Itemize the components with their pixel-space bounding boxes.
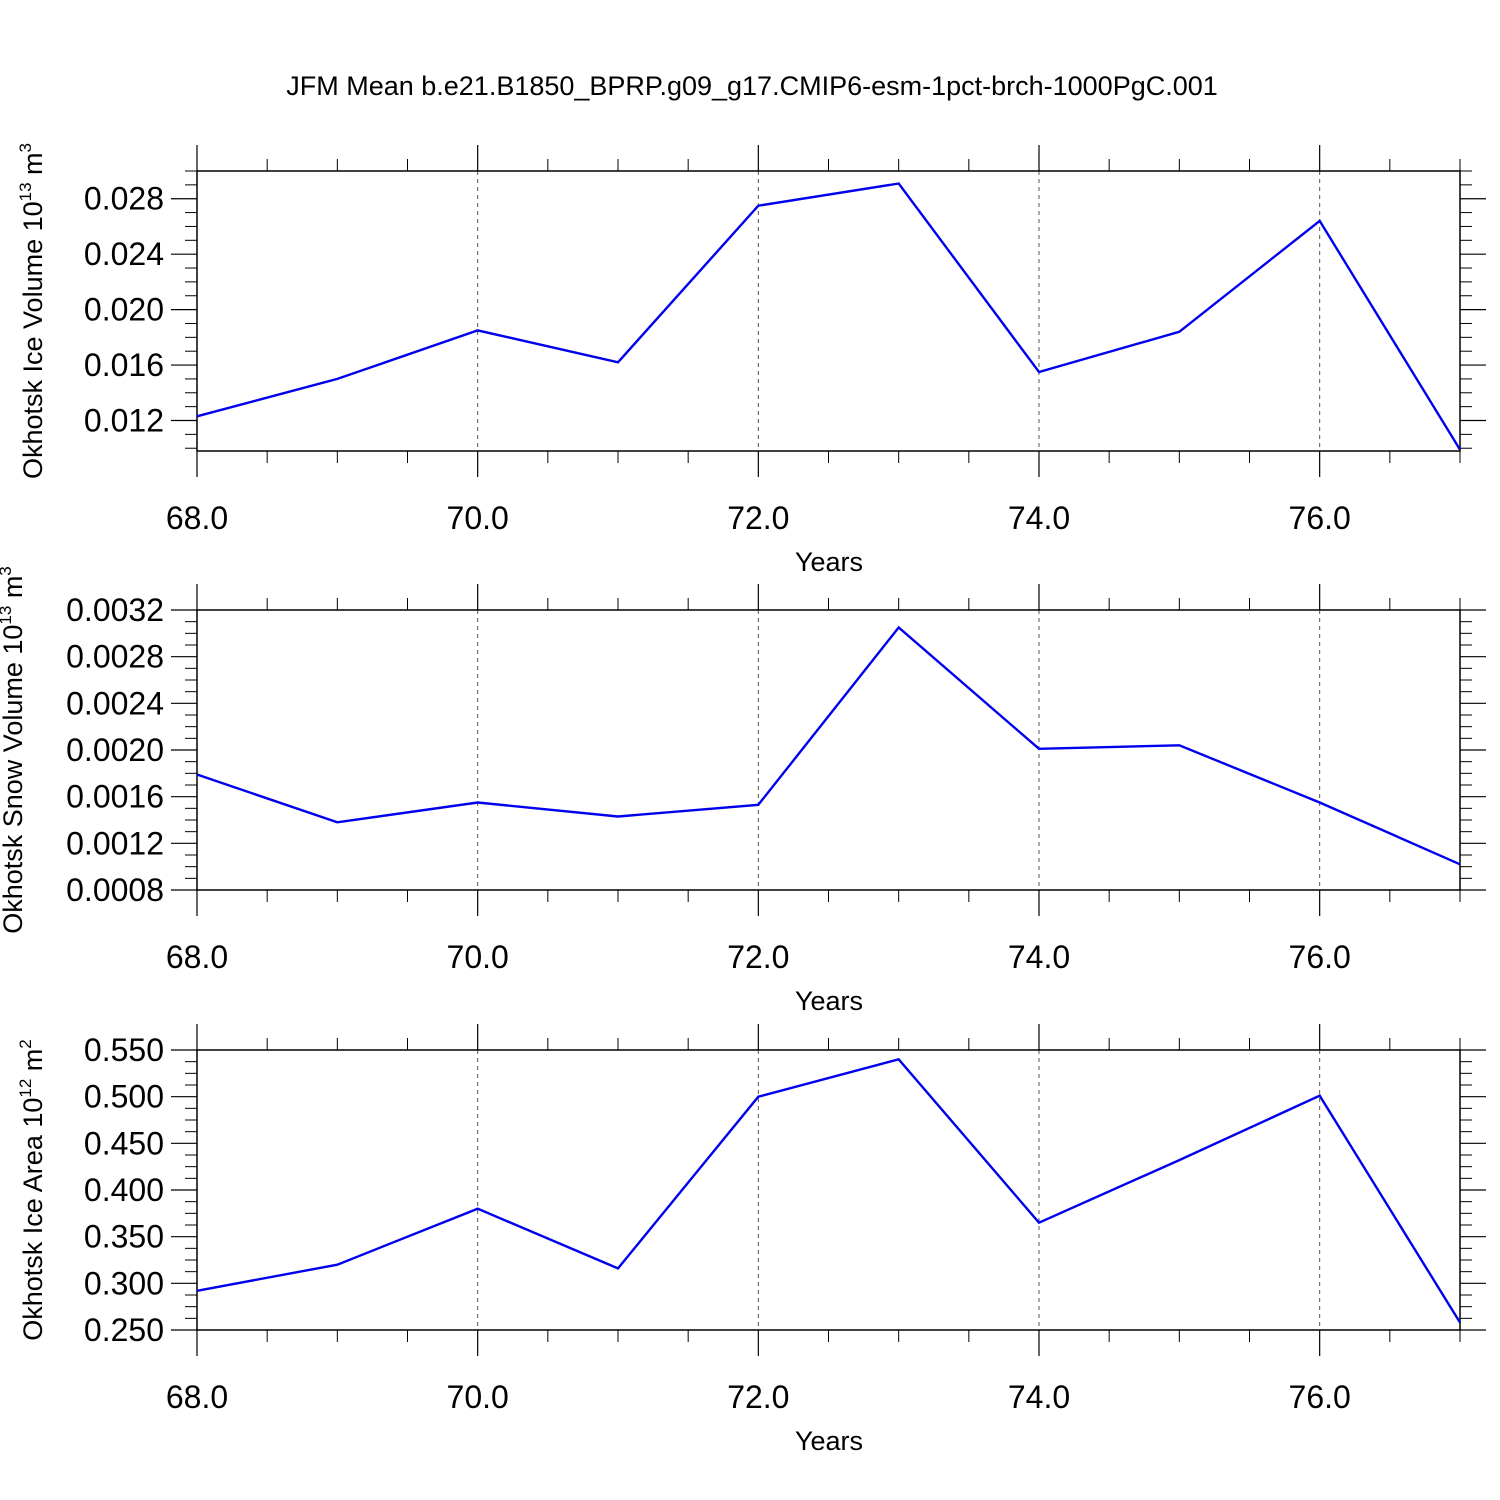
y-tick-label: 0.400	[84, 1172, 164, 1208]
x-tick-label: 70.0	[447, 500, 509, 536]
figure-title: JFM Mean b.e21.B1850_BPRP.g09_g17.CMIP6-…	[286, 71, 1218, 101]
series-line	[196, 1057, 1462, 1324]
y-tick-label: 0.016	[84, 347, 164, 383]
x-tick-label: 68.0	[166, 500, 228, 536]
panels: 68.0 70.0 72.0 74.0 76.0 0.012 0.016 0.020 0.024…	[0, 143, 1486, 1456]
x-tick-label: 68.0	[166, 939, 228, 975]
x-tick-label: 72.0	[727, 939, 789, 975]
x-tick-label: 72.0	[727, 1379, 789, 1415]
x-tick-label: 76.0	[1289, 939, 1351, 975]
panel-1: 68.0 70.0 72.0 74.0 76.0 0.012 0.016 0.020 0.024…	[16, 143, 1486, 577]
y-tick-label: 0.300	[84, 1265, 164, 1301]
y-tick-label: 0.250	[84, 1312, 164, 1348]
series-line	[196, 182, 1462, 451]
panel-3: 68.0 70.0 72.0 74.0 76.0 0.250 0.300 0.350 0.400…	[16, 1024, 1486, 1456]
y-tick-label: 0.0020	[66, 732, 164, 768]
y-axis-label: Okhotsk Ice Area 1012 m2	[16, 1039, 48, 1341]
x-axis-label: Years	[795, 1426, 863, 1456]
y-tick-label: 0.0008	[66, 872, 164, 908]
y-tick-label: 0.500	[84, 1079, 164, 1115]
y-tick-label: 0.0024	[66, 685, 164, 721]
x-tick-label: 76.0	[1289, 1379, 1351, 1415]
x-tick-label: 72.0	[727, 500, 789, 536]
y-tick-label: 0.550	[84, 1032, 164, 1068]
y-tick-label: 0.012	[84, 403, 164, 439]
x-tick-label: 74.0	[1008, 500, 1070, 536]
y-tick-label: 0.024	[84, 236, 164, 272]
y-tick-label: 0.0032	[66, 592, 164, 628]
y-tick-label: 0.020	[84, 292, 164, 328]
y-tick-label: 0.350	[84, 1219, 164, 1255]
x-tick-label: 68.0	[166, 1379, 228, 1415]
y-tick-label: 0.450	[84, 1125, 164, 1161]
x-tick-label: 70.0	[447, 1379, 509, 1415]
x-tick-label: 74.0	[1008, 939, 1070, 975]
x-axis-label: Years	[795, 547, 863, 577]
panel-2: 68.0 70.0 72.0 74.0 76.0 0.0008 0.0012 0.0016 0.…	[0, 566, 1486, 1016]
series-line	[196, 625, 1461, 866]
y-axis-label: Okhotsk Snow Volume 1013 m3	[0, 566, 28, 934]
y-tick-label: 0.028	[84, 181, 164, 217]
y-tick-label: 0.0016	[66, 779, 164, 815]
x-tick-label: 70.0	[447, 939, 509, 975]
y-tick-label: 0.0012	[66, 825, 164, 861]
x-tick-label: 76.0	[1289, 500, 1351, 536]
x-tick-label: 74.0	[1008, 1379, 1070, 1415]
y-axis-label: Okhotsk Ice Volume 1013 m3	[16, 143, 48, 479]
x-axis-label: Years	[795, 986, 863, 1016]
y-tick-label: 0.0028	[66, 639, 164, 675]
